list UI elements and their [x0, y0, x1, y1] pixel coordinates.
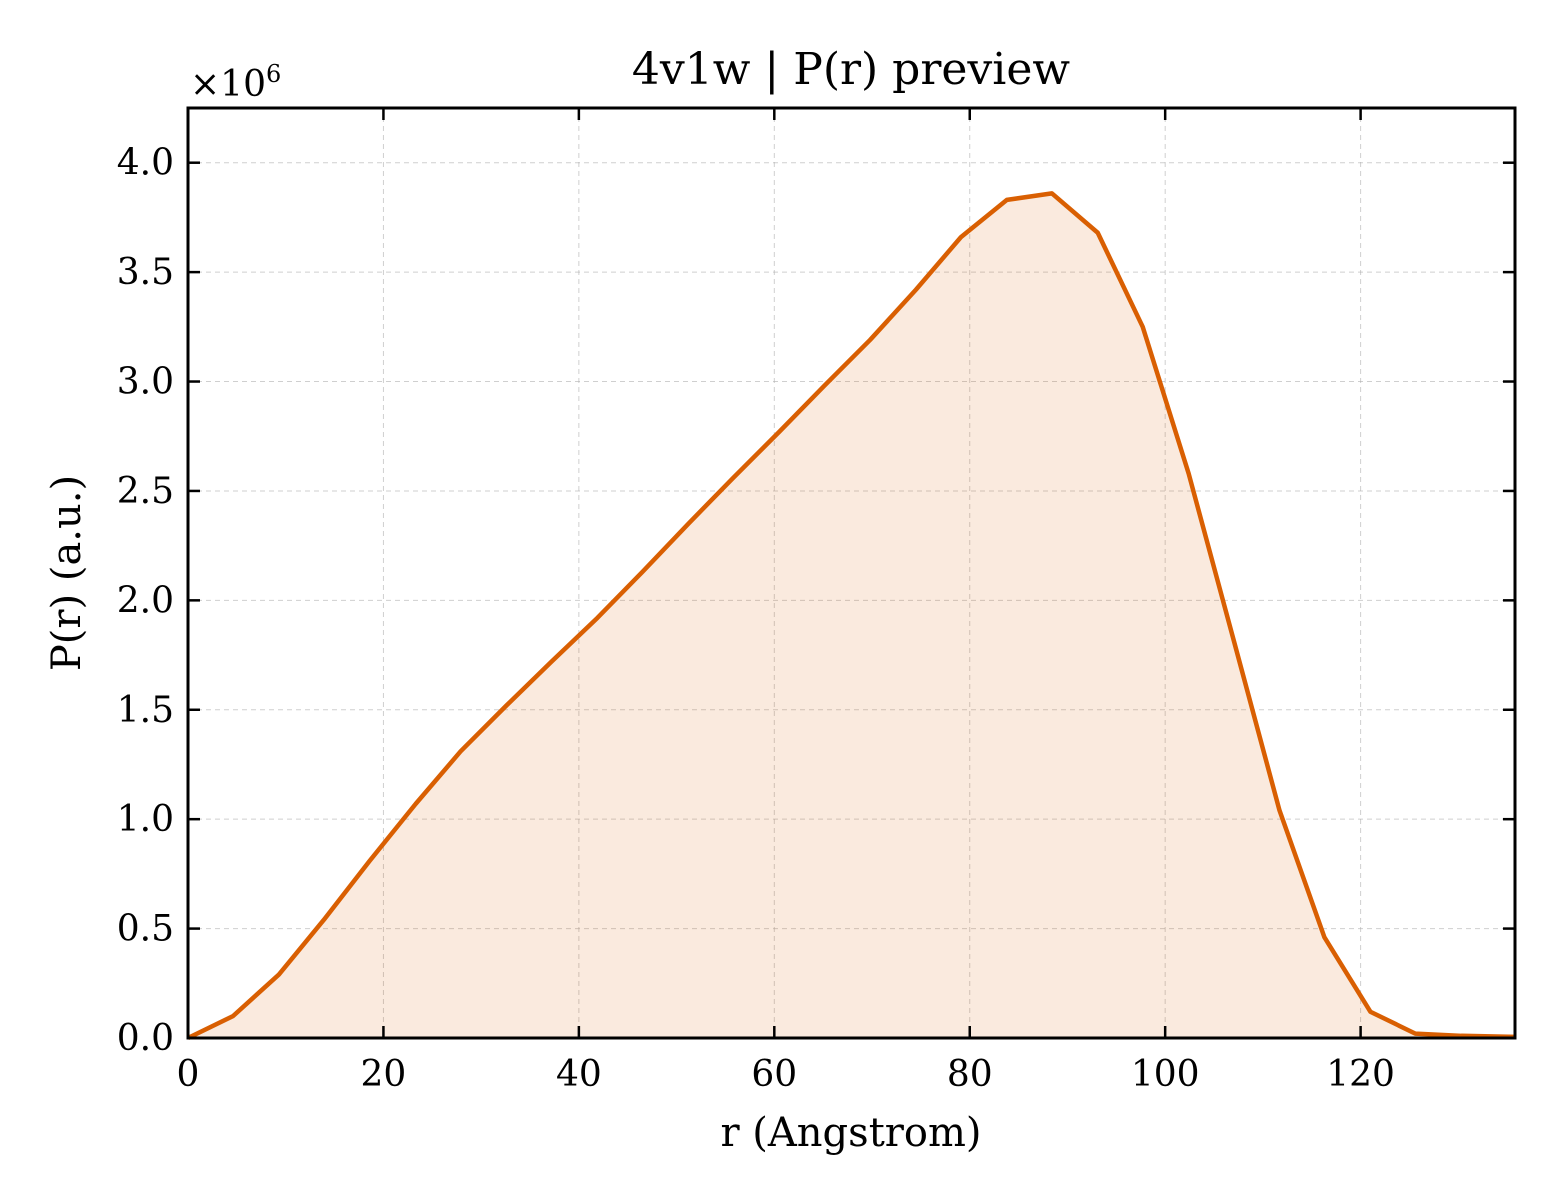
y-tick-label: 3.5: [117, 252, 174, 293]
plot-frame: [186, 106, 1517, 1040]
x-tick-label: 20: [361, 1054, 407, 1095]
grid: [188, 108, 1515, 1038]
y-tick-label: 0.0: [117, 1018, 174, 1059]
y-tick-label: 0.5: [117, 909, 174, 950]
ticks: 0 20 40 60 80 100 120 0.0 0.5 1.0 1.5 2.0 2.5 3.0 3.5 4…: [117, 108, 1515, 1095]
x-tick-label: 120: [1326, 1054, 1395, 1095]
x-axis-label: r (Angstrom): [720, 1110, 981, 1156]
x-tick-label: 40: [556, 1054, 602, 1095]
y-tick-label: 1.0: [117, 799, 174, 840]
y-axis-multiplier-base: ×10: [190, 64, 266, 105]
x-tick-label: 0: [177, 1054, 200, 1095]
chart-title: 4v1w | P(r) preview: [632, 44, 1070, 95]
y-tick-label: 2.0: [117, 580, 174, 621]
y-tick-label: 1.5: [117, 690, 174, 731]
x-tick-label: 100: [1131, 1054, 1200, 1095]
y-axis-multiplier-exponent: 6: [266, 60, 281, 88]
x-tick-label: 60: [751, 1054, 797, 1095]
area-fill: [188, 193, 1515, 1039]
y-tick-label: 3.0: [117, 362, 174, 403]
pr-curve-line: [187, 191, 1516, 1041]
y-tick-label: 2.5: [117, 471, 174, 512]
y-axis-label: P(r) (a.u.): [44, 475, 90, 671]
y-axis-multiplier: ×106: [190, 60, 281, 105]
x-tick-label: 80: [947, 1054, 993, 1095]
y-tick-label: 4.0: [117, 143, 174, 184]
